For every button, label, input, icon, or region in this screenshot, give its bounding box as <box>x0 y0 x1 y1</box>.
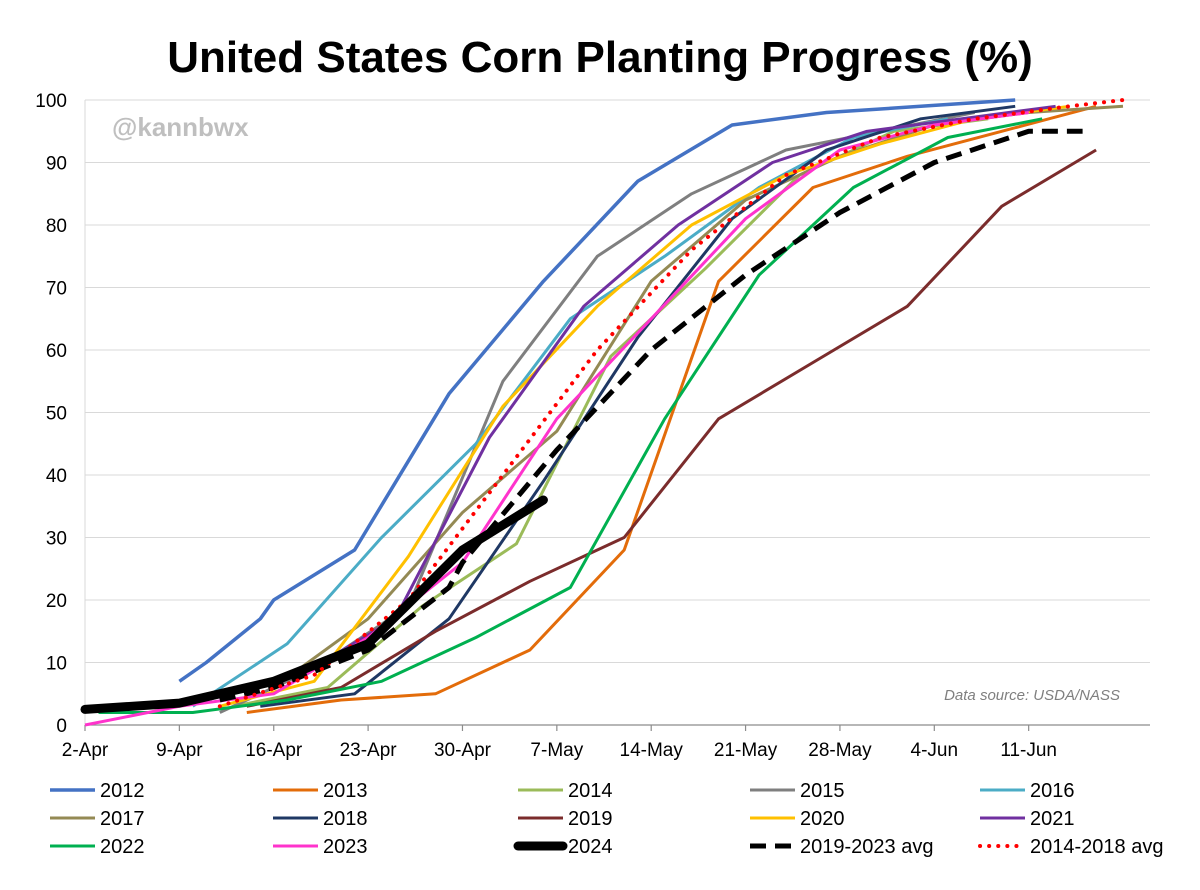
legend-label: 2014-2018 avg <box>1030 836 1163 858</box>
y-tick-label: 50 <box>46 404 67 425</box>
y-tick-label: 20 <box>46 591 67 612</box>
legend-label: 2013 <box>323 780 368 802</box>
series-lines <box>80 98 1125 727</box>
legend-item-2023: 2023 <box>273 836 368 858</box>
data-source-note: Data source: USDA/NASS <box>944 687 1120 704</box>
legend-item-2019-2023-avg: 2019-2023 avg <box>750 836 933 858</box>
x-tick-label: 4-Jun <box>911 740 959 761</box>
series-line-2020 <box>219 104 1070 708</box>
x-tick-label: 11-Jun <box>1000 740 1057 761</box>
series-line-2013 <box>246 104 1097 714</box>
legend-label: 2020 <box>800 808 845 830</box>
axes: 0 10 20 30 40 50 60 70 80 90 100 2-Apr 9-Apr 16-Apr 23… <box>35 91 1150 761</box>
legend-item-2022: 2022 <box>50 836 145 858</box>
series-line-2019 <box>246 148 1097 708</box>
legend-label: 2015 <box>800 780 845 802</box>
y-tick-label: 10 <box>46 654 67 675</box>
series-line-2012 <box>178 98 1016 683</box>
legend-item-2014: 2014 <box>518 780 613 802</box>
legend-item-2014-2018-avg: 2014-2018 avg <box>978 836 1163 858</box>
legend-label: 2023 <box>323 836 368 858</box>
y-tick-label: 90 <box>46 154 67 175</box>
x-tick-label: 9-Apr <box>156 740 203 761</box>
y-tick-label: 40 <box>46 466 67 487</box>
legend-label: 2019-2023 avg <box>800 836 933 858</box>
y-tick-label: 80 <box>46 216 67 237</box>
gridlines <box>85 99 1150 663</box>
legend-label: 2021 <box>1030 808 1075 830</box>
legend-item-2012: 2012 <box>50 780 145 802</box>
legend-item-2017: 2017 <box>50 808 145 830</box>
x-tick-label: 28-May <box>808 740 872 761</box>
legend-item-2024: 2024 <box>513 836 613 858</box>
series-line-2024 <box>80 495 548 714</box>
x-tick-label: 16-Apr <box>245 740 303 761</box>
x-tick-label: 23-Apr <box>340 740 398 761</box>
x-tick-label: 14-May <box>620 740 684 761</box>
y-tick-label: 100 <box>35 91 67 112</box>
x-tick-label: 21-May <box>714 740 778 761</box>
y-tick-label: 30 <box>46 529 67 550</box>
series-line-2018 <box>260 104 1016 708</box>
legend-item-2013: 2013 <box>273 780 368 802</box>
legend-item-2018: 2018 <box>273 808 368 830</box>
series-line-2021 <box>205 104 1056 702</box>
legend: 2012 2013 2014 2015 2016 2017 2018 2019 2020 2021… <box>50 780 1163 858</box>
x-tick-label: 7-May <box>530 740 583 761</box>
legend-item-2015: 2015 <box>750 780 845 802</box>
legend-label: 2017 <box>100 808 145 830</box>
y-tick-label: 60 <box>46 341 67 362</box>
watermark: @kannbwx <box>112 112 249 142</box>
legend-label: 2012 <box>100 780 145 802</box>
series-line-2019-2023-avg <box>219 128 1083 703</box>
legend-label: 2016 <box>1030 780 1075 802</box>
x-tick-label: 30-Apr <box>434 740 492 761</box>
y-tick-label: 70 <box>46 279 67 300</box>
legend-label: 2024 <box>568 836 613 858</box>
x-tick-label: 2-Apr <box>62 740 109 761</box>
series-line-2014-2018-avg <box>217 98 1125 709</box>
chart-title: United States Corn Planting Progress (%) <box>167 33 1032 82</box>
legend-item-2020: 2020 <box>750 808 845 830</box>
legend-item-2021: 2021 <box>980 808 1075 830</box>
legend-label: 2022 <box>100 836 145 858</box>
legend-label: 2018 <box>323 808 368 830</box>
y-tick-label: 0 <box>56 716 67 737</box>
series-line-2022 <box>98 117 1043 714</box>
series-line-2023 <box>84 111 1029 727</box>
legend-label: 2019 <box>568 808 613 830</box>
legend-item-2016: 2016 <box>980 780 1075 802</box>
legend-label: 2014 <box>568 780 613 802</box>
legend-item-2019: 2019 <box>518 808 613 830</box>
